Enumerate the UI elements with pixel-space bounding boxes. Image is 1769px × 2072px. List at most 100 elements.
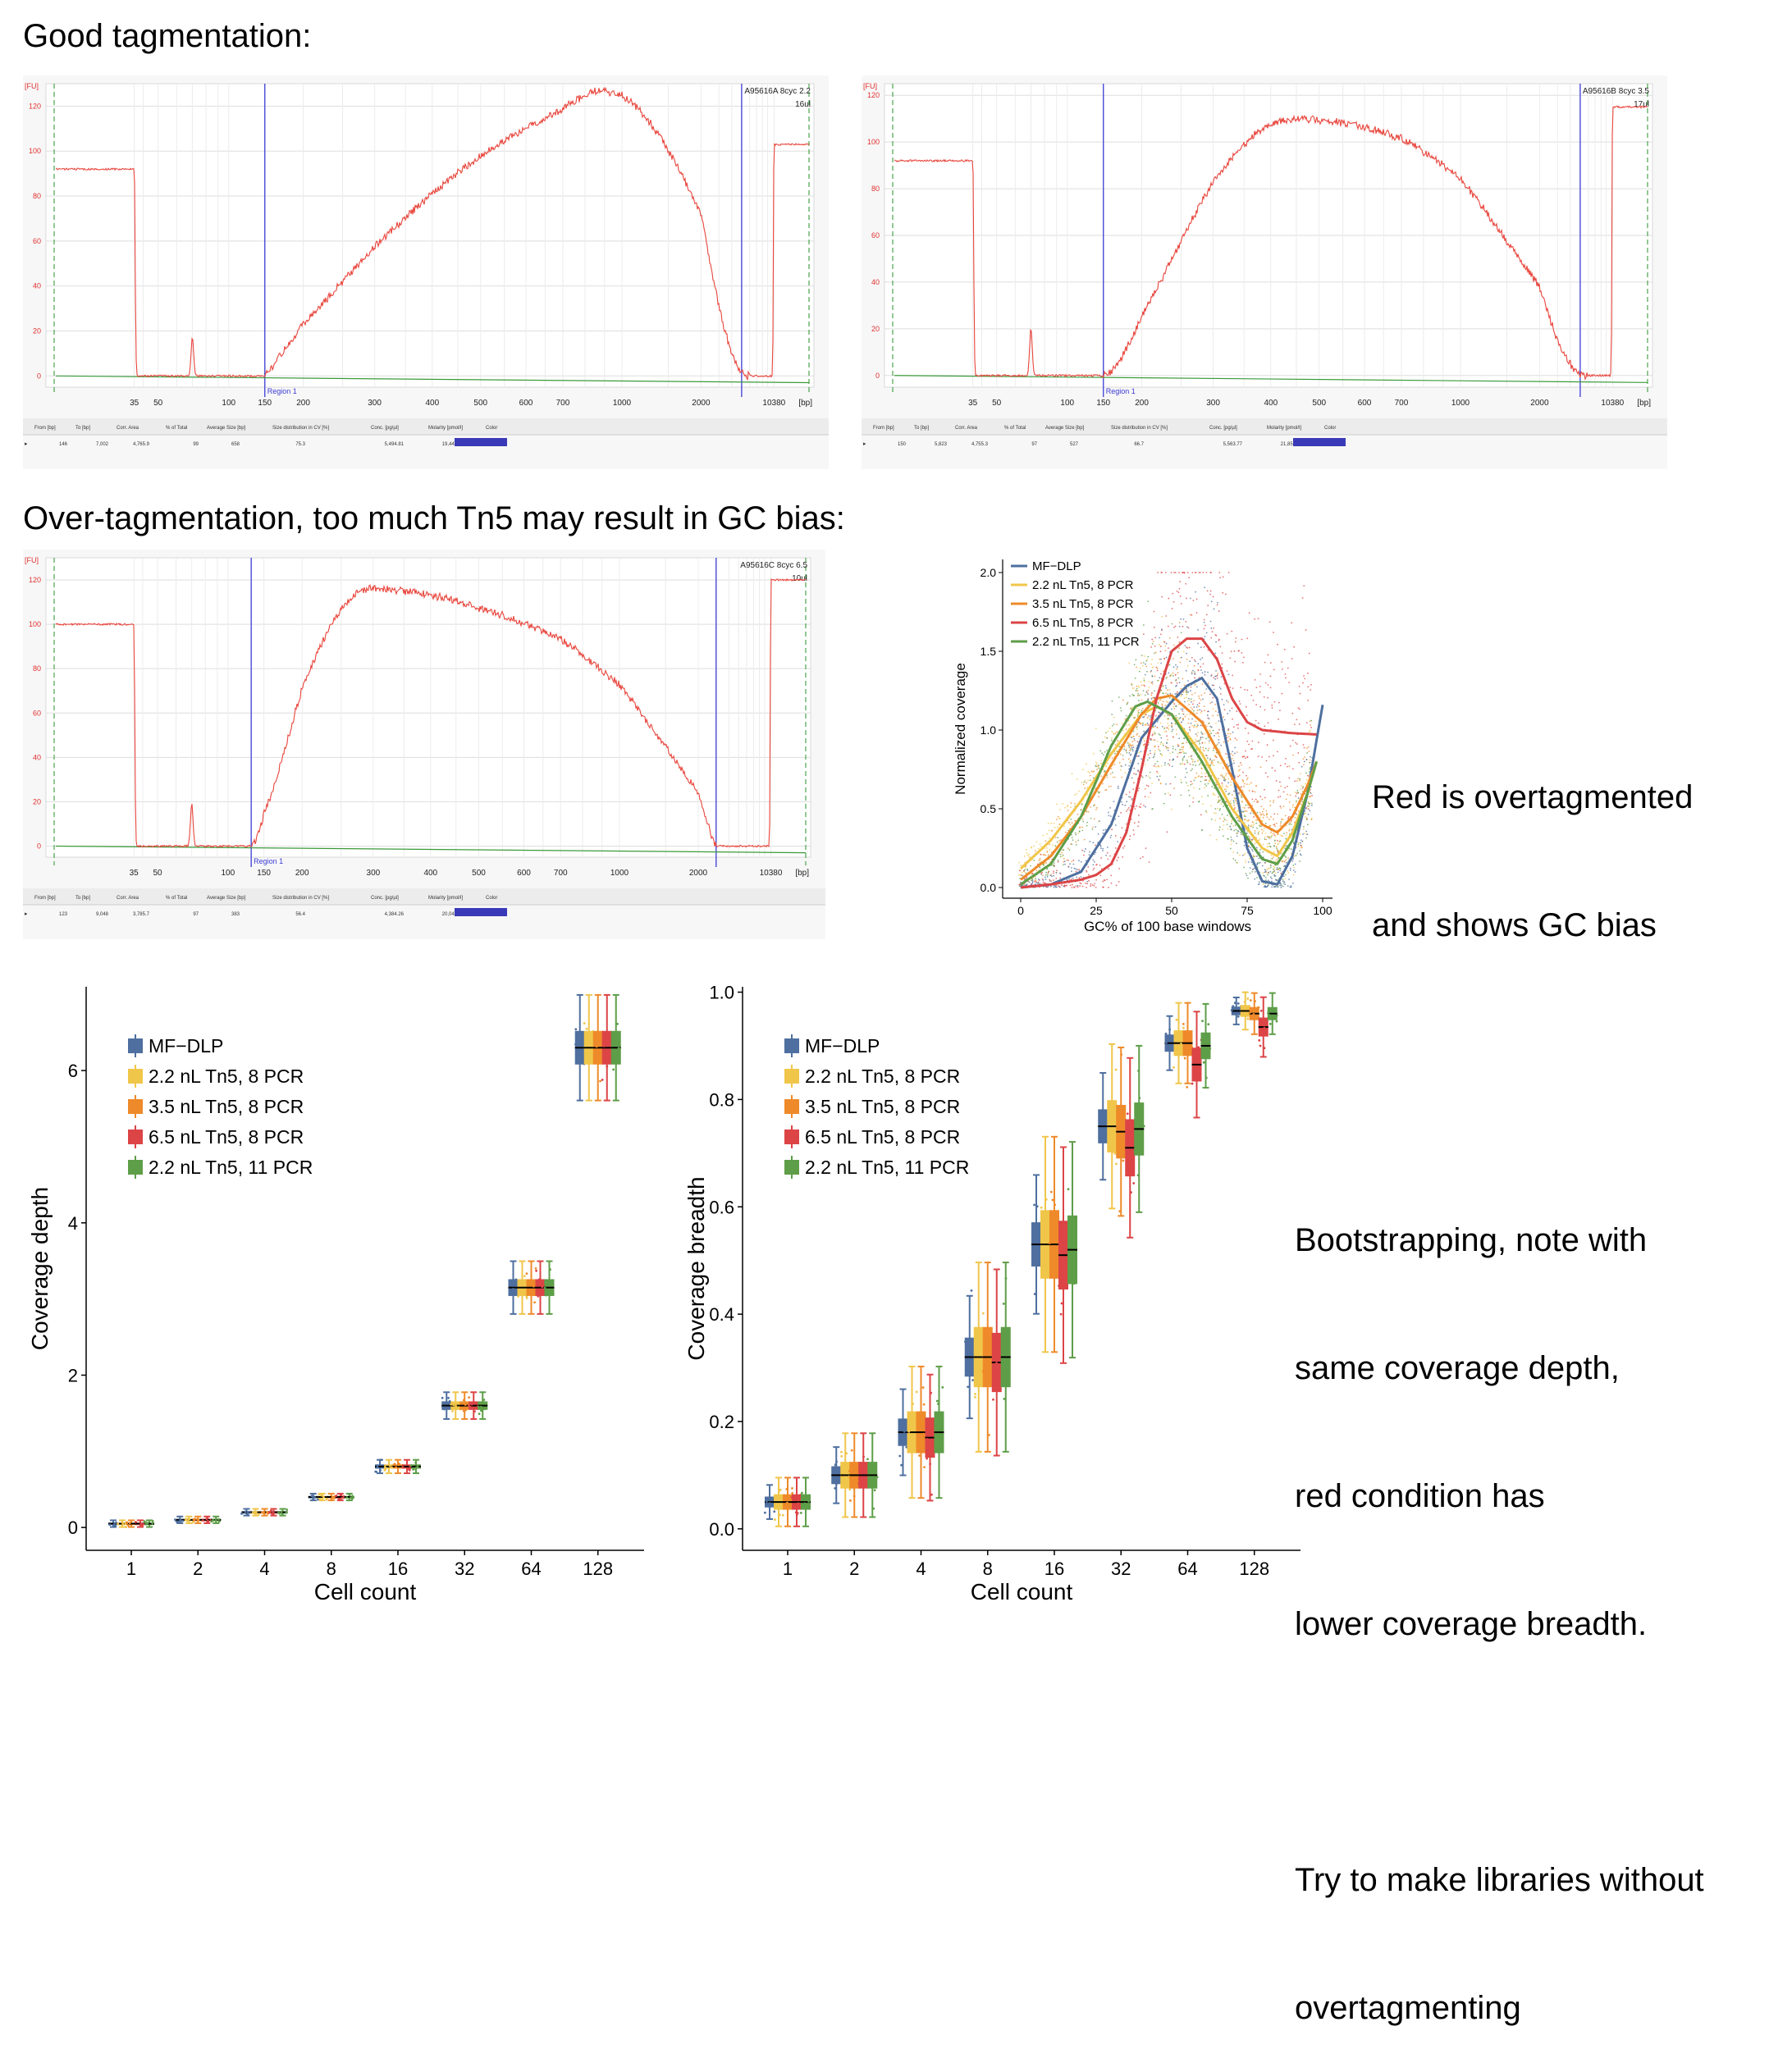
table-header-cell: Average Size [bp] [1045,426,1085,431]
gc-point [1129,747,1131,750]
gc-point [1272,856,1274,859]
gc-point [1275,780,1278,782]
jitter-point [1002,1303,1005,1305]
jitter-point [987,1335,990,1339]
jitter-point [1033,1203,1035,1207]
gc-point [1300,845,1302,847]
gc-point [1071,837,1073,839]
x-tick-label: 16 [1044,1559,1064,1579]
gc-point [1260,806,1263,808]
gc-point [1086,763,1087,765]
jitter-point [1067,1266,1070,1270]
gc-point [1304,756,1306,758]
gc-point [1140,775,1143,777]
gc-point [1194,760,1196,763]
jitter-point [857,1481,861,1485]
gc-point [1262,851,1264,853]
jitter-point [577,1033,579,1036]
jitter-point [923,1466,926,1469]
gc-point [1264,709,1266,711]
gc-point [1263,733,1265,735]
jitter-point [533,1294,536,1297]
legend-key [128,1099,143,1114]
gc-point [1262,843,1264,846]
gc-point [1181,656,1182,659]
gc-point [1218,686,1221,688]
gc-point [1207,605,1209,607]
gc-point [1203,628,1205,630]
jitter-point [1003,1372,1006,1376]
gc-point [1200,724,1202,727]
gc-point [1269,865,1272,867]
x-tick-label: 2 [849,1559,859,1579]
table-header-cell: To [bp] [75,426,90,431]
gc-point [1048,829,1050,832]
gc-point [1204,779,1206,781]
jitter-point [521,1292,524,1295]
jitter-point [543,1286,546,1289]
jitter-point [1201,1052,1204,1055]
gc-point [1226,632,1228,635]
gc-point [1227,701,1229,703]
gc-point [1135,690,1137,691]
gc-point [1257,833,1259,836]
gc-point [1159,750,1161,752]
gc-point [1128,723,1131,726]
jitter-point [376,1466,379,1469]
gc-point [1251,740,1254,742]
jitter-point [918,1454,921,1457]
gc-point [1093,885,1095,887]
jitter-point [115,1521,117,1524]
gc-point [1185,752,1187,755]
gc-point [1191,614,1193,616]
plot-area [45,83,815,388]
jitter-point [1267,1013,1270,1016]
gc-point [1172,751,1174,754]
gc-point [1287,667,1289,669]
gc-point [1241,638,1243,641]
baseline-trace [55,375,810,384]
gc-point [1205,779,1208,781]
gc-point [1310,792,1312,795]
gc-point [1191,701,1192,703]
gc-point [1140,723,1143,725]
gc-point [1165,656,1168,659]
gc-point [1119,707,1122,710]
gc-point [1115,884,1118,887]
gc-point [1116,731,1118,733]
gc-point [1152,641,1154,642]
gc-point [1243,844,1246,847]
gc-point [1221,652,1223,654]
gc-point [1198,741,1200,743]
gc-point [1258,857,1260,860]
gc-point [1225,788,1227,791]
gc-point [1169,752,1171,755]
gc-point [1211,785,1214,787]
gc-point [1033,859,1035,861]
gc-point [1081,769,1084,771]
gc-point [1264,682,1267,684]
gc-point [1209,693,1211,696]
jitter-point [525,1297,528,1299]
gc-point [1118,746,1121,748]
jitter-point [139,1522,143,1525]
gc-point [1231,820,1233,823]
gc-point [1099,763,1102,765]
gc-point [1227,733,1229,735]
gc-point [1131,750,1134,752]
gc-point [1120,710,1122,712]
gc-point [1230,753,1232,755]
jitter-point [277,1511,280,1514]
gc-point [1219,646,1222,648]
jitter-point [1100,1136,1104,1139]
gc-point [1088,879,1090,882]
gc-point [1127,742,1129,744]
jitter-point [614,1043,617,1047]
gc-point [1234,752,1236,755]
gc-point [1223,779,1225,782]
jitter-point [392,1463,395,1466]
gc-point [1183,572,1186,574]
jitter-point [1182,1026,1185,1029]
gc-point [1188,704,1190,705]
gc-point [1284,878,1286,879]
